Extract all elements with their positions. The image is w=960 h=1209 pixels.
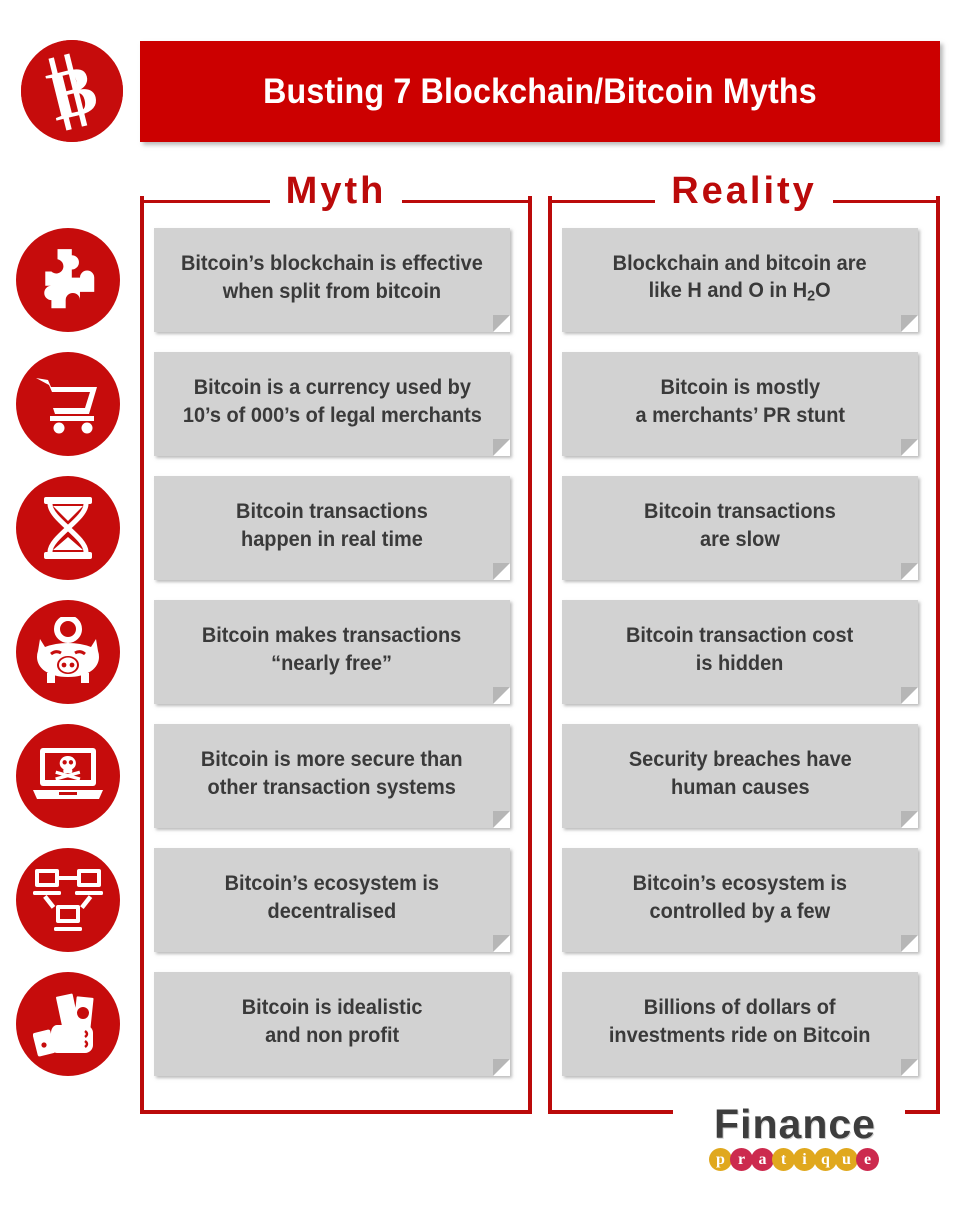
header-rule-right: [402, 199, 532, 203]
myth-card: Bitcoin makes transactions “nearly free”: [154, 600, 510, 704]
myth-text: Bitcoin transactions happen in real time: [236, 500, 428, 551]
table-row: Bitcoin is idealistic and non profit Bil…: [0, 972, 960, 1096]
reality-text-pre: Blockchain and bitcoin are like H and O …: [613, 251, 867, 303]
header-rule-left: [140, 199, 270, 203]
bitcoin-icon: B: [21, 40, 123, 142]
reality-card: Bitcoin transaction cost is hidden: [562, 600, 918, 704]
folded-corner-icon: [493, 563, 510, 580]
folded-corner-icon: [901, 935, 918, 952]
table-row: Bitcoin’s ecosystem is decentralised Bit…: [0, 848, 960, 972]
folded-corner-icon: [901, 563, 918, 580]
folded-corner-icon: [493, 687, 510, 704]
reality-frame-bottom-left: [548, 1110, 673, 1114]
reality-frame-bottom-right: [905, 1110, 940, 1114]
hacked-laptop-icon: [16, 724, 120, 828]
shopping-cart-icon: [16, 352, 120, 456]
folded-corner-icon: [901, 811, 918, 828]
folded-corner-icon: [493, 1059, 510, 1076]
myth-card: Bitcoin’s ecosystem is decentralised: [154, 848, 510, 952]
folded-corner-icon: [901, 1059, 918, 1076]
reality-text: Billions of dollars of investments ride …: [609, 996, 871, 1047]
reality-text: Bitcoin is mostly a merchants’ PR stunt: [635, 376, 845, 427]
piggy-bank-icon: [16, 600, 120, 704]
reality-card: Bitcoin is mostly a merchants’ PR stunt: [562, 352, 918, 456]
reality-card: Bitcoin’s ecosystem is controlled by a f…: [562, 848, 918, 952]
myth-card: Bitcoin is idealistic and non profit: [154, 972, 510, 1076]
myth-text: Bitcoin is a currency used by 10’s of 00…: [182, 376, 482, 427]
column-header-reality: Reality: [548, 168, 940, 214]
icon-rail: [16, 228, 126, 1096]
column-headers: Myth Reality: [0, 168, 960, 214]
folded-corner-icon: [493, 315, 510, 332]
myth-card: Bitcoin is more secure than other transa…: [154, 724, 510, 828]
hand-with-money-icon: [16, 972, 120, 1076]
hourglass-icon: [16, 476, 120, 580]
table-row: Bitcoin is more secure than other transa…: [0, 724, 960, 848]
logo-letter-bubble: a: [751, 1148, 774, 1171]
comparison-grid: Bitcoin’s blockchain is effective when s…: [0, 228, 960, 1096]
reality-text: Blockchain and bitcoin are like H and O …: [613, 250, 867, 307]
myth-card: Bitcoin is a currency used by 10’s of 00…: [154, 352, 510, 456]
column-header-myth: Myth: [140, 168, 532, 214]
reality-text: Bitcoin’s ecosystem is controlled by a f…: [632, 872, 848, 923]
table-row: Bitcoin’s blockchain is effective when s…: [0, 228, 960, 352]
myth-text: Bitcoin’s ecosystem is decentralised: [224, 872, 440, 923]
reality-card: Security breaches have human causes: [562, 724, 918, 828]
myth-text: Bitcoin’s blockchain is effective when s…: [181, 252, 483, 303]
folded-corner-icon: [901, 315, 918, 332]
myth-text: Bitcoin makes transactions “nearly free”: [202, 624, 462, 675]
reality-text: Security breaches have human causes: [628, 748, 852, 799]
folded-corner-icon: [493, 811, 510, 828]
folded-corner-icon: [493, 935, 510, 952]
page-title: Busting 7 Blockchain/Bitcoin Myths: [263, 71, 817, 111]
myth-column-frame: [140, 196, 532, 1114]
reality-text: Bitcoin transaction cost is hidden: [626, 624, 854, 675]
logo-word-finance: Finance: [714, 1101, 876, 1147]
myth-card: Bitcoin’s blockchain is effective when s…: [154, 228, 510, 332]
logo-letter-bubble: u: [835, 1148, 858, 1171]
reality-card: Bitcoin transactions are slow: [562, 476, 918, 580]
reality-text-post: O: [815, 279, 832, 303]
logo-letter-bubble: q: [814, 1148, 837, 1171]
folded-corner-icon: [493, 439, 510, 456]
reality-text-sub: 2: [807, 287, 816, 305]
folded-corner-icon: [901, 439, 918, 456]
myth-card: Bitcoin transactions happen in real time: [154, 476, 510, 580]
table-row: Bitcoin transactions happen in real time…: [0, 476, 960, 600]
logo-letter-bubble: i: [793, 1148, 816, 1171]
computer-network-icon: [16, 848, 120, 952]
logo-letter-bubble: e: [856, 1148, 879, 1171]
reality-text: Bitcoin transactions are slow: [644, 500, 836, 551]
logo-letter-bubble: r: [730, 1148, 753, 1171]
table-row: Bitcoin is a currency used by 10’s of 00…: [0, 352, 960, 476]
puzzle-piece-icon: [16, 228, 120, 332]
logo-letter-bubble: p: [709, 1148, 732, 1171]
table-row: Bitcoin makes transactions “nearly free”…: [0, 600, 960, 724]
reality-card: Blockchain and bitcoin are like H and O …: [562, 228, 918, 332]
title-banner: Busting 7 Blockchain/Bitcoin Myths: [140, 41, 940, 142]
header-rule-left: [548, 199, 656, 203]
header-area: B Busting 7 Blockchain/Bitcoin Myths: [0, 0, 960, 168]
reality-column-frame: [548, 196, 940, 1114]
folded-corner-icon: [901, 687, 918, 704]
reality-label: Reality: [671, 169, 817, 212]
logo-letter-bubble: t: [772, 1148, 795, 1171]
header-rule-right: [832, 199, 940, 203]
myth-label: Myth: [285, 169, 387, 212]
reality-card: Billions of dollars of investments ride …: [562, 972, 918, 1076]
myth-text: Bitcoin is more secure than other transa…: [201, 748, 463, 799]
myth-text: Bitcoin is idealistic and non profit: [241, 996, 423, 1047]
